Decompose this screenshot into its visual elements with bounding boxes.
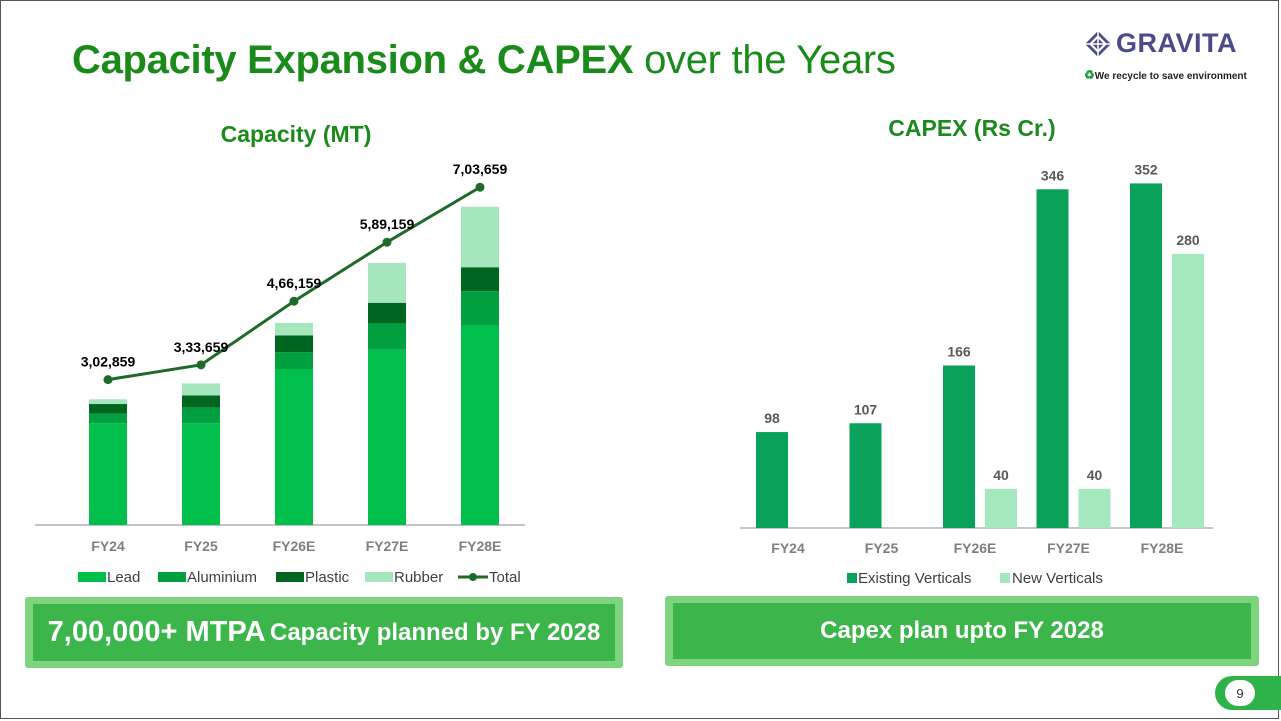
capacity-total-label-fy25: 3,33,659 [174,339,229,355]
capacity-bar-lead-fy28e [461,325,499,525]
gravita-diamond-logo-icon [1085,31,1111,57]
capacity-legend-label-aluminium: Aluminium [187,569,257,586]
recycle-icon: ♻ [1084,68,1095,82]
capex-value-label-new-fy27e: 40 [1087,467,1103,483]
capacity-total-point-fy27e [382,237,392,247]
capacity-bar-aluminium-fy26e [275,352,313,369]
capex-x-tick-fy26e: FY26E [954,540,997,556]
capacity-legend-swatch-rubber [365,572,393,582]
capacity-callout-small: Capacity planned by FY 2028 [269,618,601,646]
capacity-callout-box: 7,00,000+ MTPA Capacity planned by FY 20… [25,597,623,668]
capex-chart-title: CAPEX (Rs Cr.) [888,115,1056,141]
capacity-total-label-fy24: 3,02,859 [81,354,136,370]
capacity-total-label-fy28e: 7,03,659 [453,161,508,177]
capex-callout-box: Capex plan upto FY 2028 [665,596,1259,666]
capex-value-label-existing-fy26e: 166 [947,343,971,359]
capacity-total-point-fy25 [196,360,206,370]
capex-value-label-existing-fy24: 98 [764,410,780,426]
capex-value-label-existing-fy28e: 352 [1134,161,1158,177]
capacity-bar-plastic-fy24 [89,404,127,414]
capacity-bar-rubber-fy24 [89,399,127,405]
capex-bar-new-fy28e [1172,253,1204,529]
gravita-logo: GRAVITA ♻We recycle to save environment [1080,28,1260,88]
capex-legend-label-new: New Verticals [1012,570,1103,587]
capex-x-tick-fy24: FY24 [771,540,805,556]
capex-bar-existing-fy28e [1130,183,1162,528]
capex-legend-swatch-new [1000,573,1010,583]
capacity-x-tick-fy25: FY25 [184,538,218,554]
capacity-bar-rubber-fy27e [368,262,406,303]
capacity-bar-aluminium-fy27e [368,323,406,350]
capex-x-tick-fy25: FY25 [865,540,899,556]
page-number: 9 [1225,680,1255,706]
capex-value-label-existing-fy25: 107 [854,401,878,417]
capex-legend-label-existing: Existing Verticals [858,570,971,587]
capex-bar-existing-fy24 [756,432,788,528]
logo-tagline: ♻We recycle to save environment [1084,68,1247,82]
capex-value-label-new-fy26e: 40 [993,467,1009,483]
capex-bar-new-fy26e [985,488,1017,528]
capex-legend-swatch-existing [847,573,857,583]
capacity-bar-plastic-fy25 [182,395,220,408]
capex-bar-existing-fy27e [1036,189,1069,528]
logo-name: GRAVITA [1116,28,1237,58]
capacity-legend-marker-total [469,573,477,581]
capacity-total-label-fy26e: 4,66,159 [267,275,322,291]
capacity-callout: 7,00,000+ MTPA Capacity planned by FY 20… [33,604,615,661]
page-title-bold: Capacity Expansion & CAPEX [72,38,634,82]
capacity-x-tick-fy24: FY24 [91,538,125,554]
capex-x-tick-fy28e: FY28E [1141,540,1184,556]
page-title-light: over the Years [644,38,896,82]
capex-callout: Capex plan upto FY 2028 [673,603,1251,659]
capacity-bar-plastic-fy27e [368,302,406,324]
capex-value-label-existing-fy27e: 346 [1041,167,1065,183]
capex-bar-new-fy27e [1078,488,1111,528]
capacity-chart-title: Capacity (MT) [220,121,372,147]
page-title: Capacity Expansion & CAPEX over the Year… [72,38,896,83]
capacity-total-point-fy28e [475,182,485,192]
capacity-bar-lead-fy27e [368,349,406,525]
capex-x-tick-fy27e: FY27E [1047,540,1090,556]
capacity-legend-label-total: Total [489,569,521,586]
capacity-legend-swatch-lead [78,572,106,582]
logo-tagline-text: We recycle to save environment [1094,71,1247,82]
capacity-callout-big: 7,00,000+ MTPA [47,616,266,648]
capacity-bar-rubber-fy28e [461,206,499,268]
capacity-x-tick-fy26e: FY26E [273,538,316,554]
capacity-total-label-fy27e: 5,89,159 [360,216,415,232]
capacity-x-tick-fy28e: FY28E [459,538,502,554]
capacity-legend-label-plastic: Plastic [305,569,350,586]
capacity-bar-rubber-fy25 [182,383,220,396]
capacity-bar-lead-fy26e [275,369,313,525]
capex-bar-existing-fy26e [943,365,975,528]
capacity-bar-plastic-fy26e [275,335,313,353]
capex-value-label-new-fy28e: 280 [1176,232,1200,248]
capacity-legend-label-lead: Lead [107,569,140,586]
capacity-legend-swatch-plastic [276,572,304,582]
capacity-bar-aluminium-fy28e [461,291,499,326]
capacity-bar-lead-fy24 [89,423,127,525]
capacity-total-point-fy26e [289,296,299,306]
capacity-bar-aluminium-fy24 [89,413,127,424]
capacity-bar-rubber-fy26e [275,322,313,336]
capex-bar-existing-fy25 [849,423,882,528]
capacity-x-tick-fy27e: FY27E [366,538,409,554]
capacity-bar-plastic-fy28e [461,267,499,292]
capacity-total-point-fy24 [103,375,113,385]
capacity-bar-lead-fy25 [182,423,220,525]
capacity-bar-aluminium-fy25 [182,407,220,424]
capacity-legend-swatch-aluminium [158,572,186,582]
capacity-legend-label-rubber: Rubber [394,569,443,586]
